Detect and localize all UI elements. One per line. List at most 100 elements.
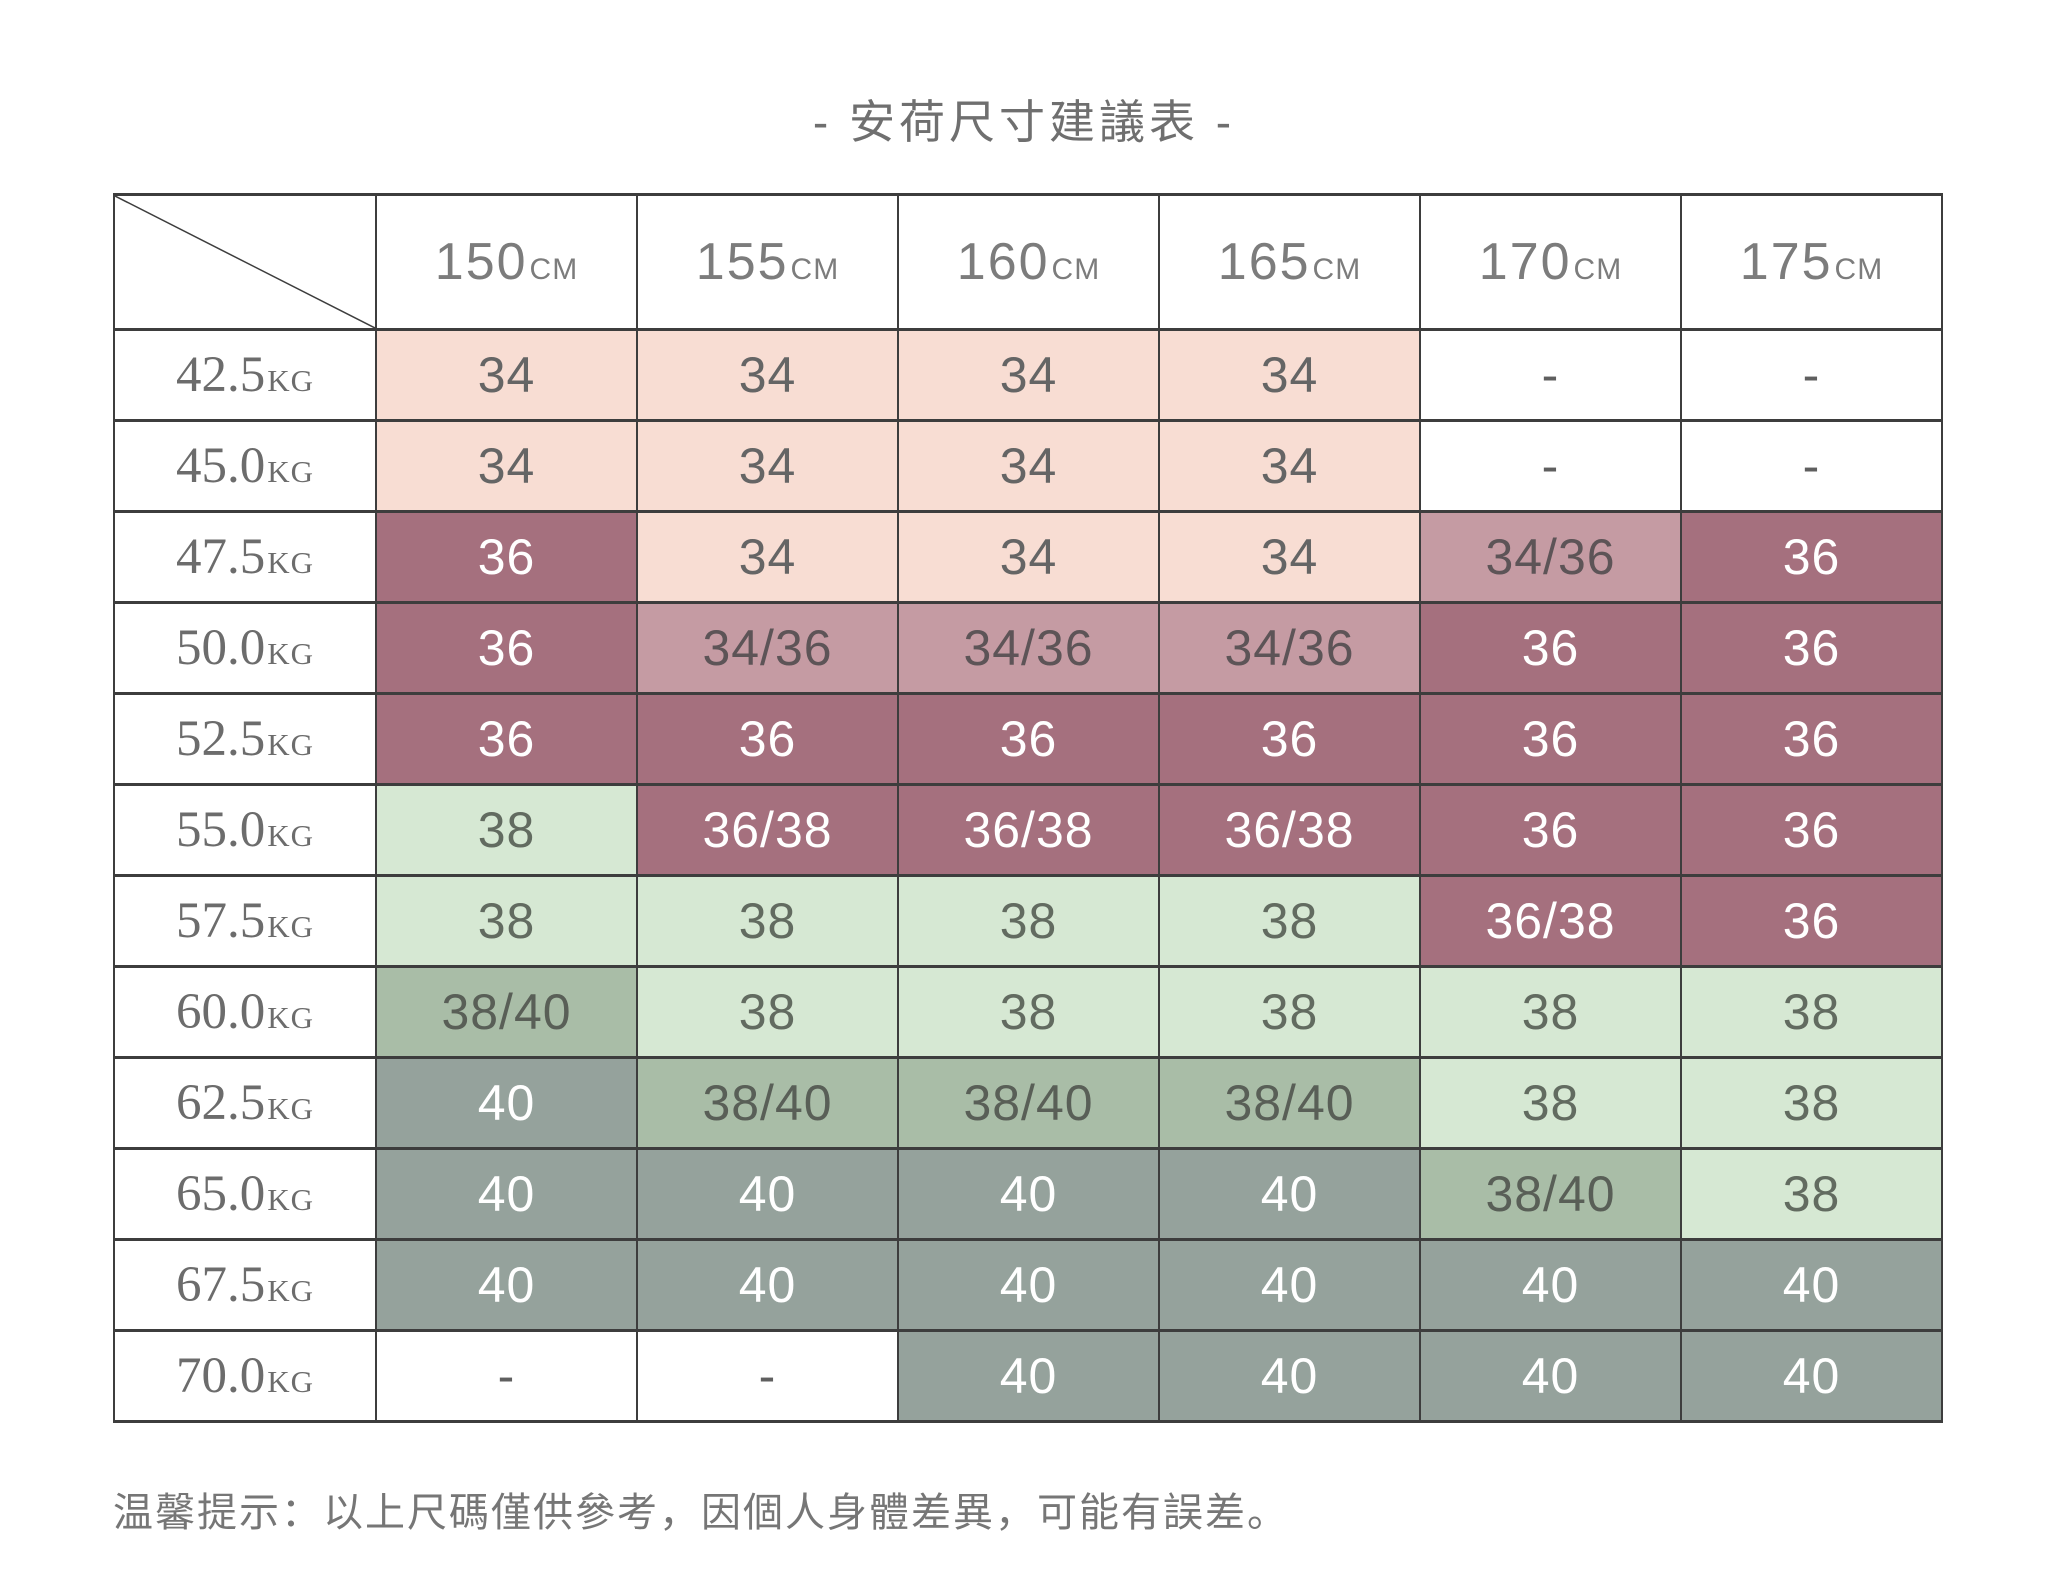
table-row: 57.5KG 38 38 38 38 36/38 36 — [113, 874, 1943, 968]
weight-row-header: 52.5KG — [113, 692, 377, 786]
weight-value: 67.5 — [175, 1257, 266, 1313]
height-value: 175 — [1739, 233, 1833, 291]
size-cell: 34/36 — [897, 601, 1160, 695]
size-cell: 40 — [636, 1238, 899, 1332]
size-cell: 38 — [375, 874, 638, 968]
size-cell: 34 — [636, 510, 899, 604]
height-column-header: 175CM — [1680, 193, 1943, 331]
weight-row-header: 60.0KG — [113, 965, 377, 1059]
size-cell: - — [636, 1329, 899, 1423]
size-cell: 34 — [1158, 419, 1421, 513]
height-column-header: 165CM — [1158, 193, 1421, 331]
weight-value: 62.5 — [175, 1075, 266, 1131]
weight-row-header: 70.0KG — [113, 1329, 377, 1423]
size-cell: 36/38 — [636, 783, 899, 877]
height-unit: CM — [1834, 253, 1884, 286]
weight-unit: KG — [267, 363, 315, 398]
size-cell: 38 — [1158, 874, 1421, 968]
size-cell: 40 — [1158, 1329, 1421, 1423]
size-cell: 38 — [1680, 965, 1943, 1059]
height-column-header: 170CM — [1419, 193, 1682, 331]
height-unit: CM — [1051, 253, 1101, 286]
weight-unit: KG — [267, 727, 315, 762]
corner-diagonal-cell — [113, 193, 377, 331]
weight-row-header: 42.5KG — [113, 328, 377, 422]
size-cell: 34 — [636, 328, 899, 422]
weight-row-header: 67.5KG — [113, 1238, 377, 1332]
size-cell: 36 — [1419, 601, 1682, 695]
weight-value: 50.0 — [175, 620, 266, 676]
size-cell: 34 — [375, 328, 638, 422]
size-cell: 36 — [1419, 783, 1682, 877]
weight-row-header: 47.5KG — [113, 510, 377, 604]
weight-unit: KG — [267, 1182, 315, 1217]
size-cell: 34 — [897, 419, 1160, 513]
table-row: 42.5KG 34 34 34 34- - — [113, 328, 1943, 422]
size-cell: 38 — [1680, 1147, 1943, 1241]
table-row: 62.5KG 40 38/40 38/40 38/40 38 38 — [113, 1056, 1943, 1150]
footer-note: 温馨提示：以上尺碼僅供參考，因個人身體差異，可能有誤差。 — [113, 1491, 1289, 1535]
weight-value: 57.5 — [175, 893, 266, 949]
size-cell: 40 — [1419, 1238, 1682, 1332]
size-cell: 36 — [1680, 874, 1943, 968]
weight-unit: KG — [267, 545, 315, 580]
weight-unit: KG — [267, 1364, 315, 1399]
weight-value: 52.5 — [175, 711, 266, 767]
size-cell: 38 — [897, 874, 1160, 968]
weight-unit: KG — [267, 909, 315, 944]
size-cell: 36/38 — [897, 783, 1160, 877]
height-value: 170 — [1478, 233, 1572, 291]
height-value: 150 — [434, 233, 528, 291]
size-cell: 40 — [897, 1329, 1160, 1423]
size-cell: 34/36 — [1158, 601, 1421, 695]
size-cell: 36 — [1680, 510, 1943, 604]
size-cell: 40 — [1419, 1329, 1682, 1423]
size-cell: 36 — [1419, 692, 1682, 786]
size-cell: 40 — [375, 1056, 638, 1150]
height-unit: CM — [1312, 253, 1362, 286]
height-column-header: 150CM — [375, 193, 638, 331]
size-cell: 38 — [636, 965, 899, 1059]
height-value: 160 — [956, 233, 1050, 291]
weight-value: 70.0 — [175, 1348, 266, 1404]
size-cell: 38/40 — [897, 1056, 1160, 1150]
page-title: - 安荷尺寸建議表 - — [812, 96, 1236, 148]
weight-value: 47.5 — [175, 529, 266, 585]
weight-row-header: 50.0KG — [113, 601, 377, 695]
table-row: 45.0KG 34 34 34 34- - — [113, 419, 1943, 513]
size-cell: 34 — [897, 510, 1160, 604]
weight-row-header: 62.5KG — [113, 1056, 377, 1150]
size-cell: 40 — [636, 1147, 899, 1241]
table-row: 50.0KG 36 34/36 34/36 34/36 36 36 — [113, 601, 1943, 695]
size-cell: 38 — [897, 965, 1160, 1059]
size-cell: 38/40 — [636, 1056, 899, 1150]
size-cell: 36 — [1680, 692, 1943, 786]
height-unit: CM — [790, 253, 840, 286]
size-cell: 34 — [375, 419, 638, 513]
table-row: 52.5KG 36 36 36 36 36 36 — [113, 692, 1943, 786]
size-cell: 34 — [1158, 328, 1421, 422]
height-unit: CM — [529, 253, 579, 286]
diagonal-line — [115, 196, 375, 328]
size-cell: 36/38 — [1419, 874, 1682, 968]
size-cell: 40 — [1680, 1238, 1943, 1332]
size-cell: 40 — [897, 1147, 1160, 1241]
size-cell: - — [1419, 419, 1682, 513]
header-row: 150CM 155CM 160CM 165CM 170CM 175CM — [113, 193, 1943, 331]
size-cell: 36 — [1680, 601, 1943, 695]
weight-unit: KG — [267, 454, 315, 489]
size-cell: 38/40 — [1158, 1056, 1421, 1150]
size-cell: 38/40 — [1419, 1147, 1682, 1241]
size-cell: 36 — [375, 601, 638, 695]
table-row: 55.0KG 38 36/38 36/38 36/38 36 36 — [113, 783, 1943, 877]
size-cell: 38 — [1158, 965, 1421, 1059]
table-row: 47.5KG 36 34 34 34 34/36 36 — [113, 510, 1943, 604]
table-row: 70.0KG - -40 40 40 40 — [113, 1329, 1943, 1423]
size-cell: 36/38 — [1158, 783, 1421, 877]
size-cell: 38 — [1680, 1056, 1943, 1150]
size-cell: 38 — [1419, 1056, 1682, 1150]
size-cell: 36 — [1158, 692, 1421, 786]
size-cell: 40 — [375, 1147, 638, 1241]
size-cell: 40 — [897, 1238, 1160, 1332]
weight-value: 60.0 — [175, 984, 266, 1040]
